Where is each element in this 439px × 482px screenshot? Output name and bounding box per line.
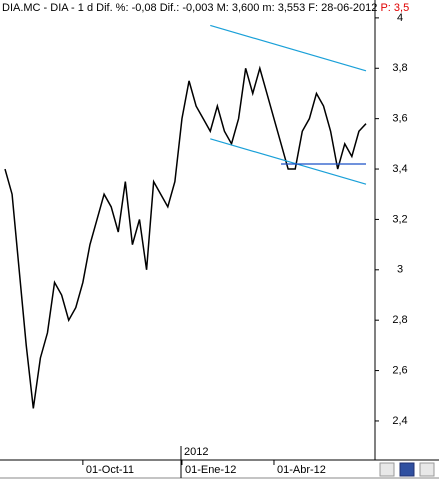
price-line <box>4 65 367 409</box>
y-tick-label: 2,8 <box>392 314 407 326</box>
y-tick-label: 3,4 <box>392 163 407 175</box>
y-tick-label: 3 <box>397 264 403 276</box>
price-label: P: 3,5 <box>380 2 409 14</box>
header: DIA.MC - DIA - 1 d Dif. %: -0,08 Dif.: -… <box>2 2 409 14</box>
header-text: DIA.MC - DIA - 1 d Dif. %: -0,08 Dif.: -… <box>2 2 377 14</box>
save-button[interactable] <box>399 462 415 477</box>
tool-button[interactable] <box>379 462 395 477</box>
trendline <box>210 138 367 185</box>
x-tick-label: 01-Ene-12 <box>185 464 236 476</box>
trendline <box>210 24 367 72</box>
x-tick-label: 01-Abr-12 <box>277 464 326 476</box>
year-label: 2012 <box>184 446 208 458</box>
y-tick-label: 3,6 <box>392 113 407 125</box>
y-tick-label: 3,8 <box>392 62 407 74</box>
y-tick-label: 2,6 <box>392 364 407 376</box>
y-tick-label: 2,4 <box>392 415 407 427</box>
x-tick-label: 01-Oct-11 <box>86 464 134 476</box>
y-tick-label: 4 <box>397 12 403 24</box>
toolbar <box>379 462 435 477</box>
y-tick-label: 3,2 <box>392 213 407 225</box>
tool-button[interactable] <box>419 462 435 477</box>
